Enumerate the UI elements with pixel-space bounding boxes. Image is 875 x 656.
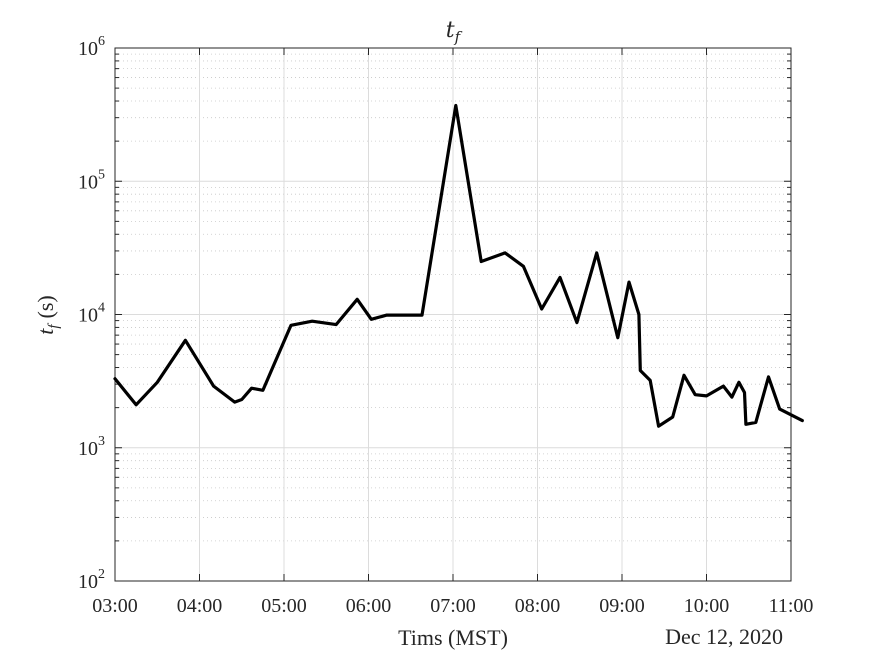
- y-tick-label: 102: [78, 567, 105, 593]
- y-tick-label: 104: [78, 301, 105, 327]
- x-tick-label: 10:00: [684, 595, 730, 617]
- y-axis-label-var: t: [33, 328, 58, 335]
- chart-title: tf: [446, 18, 463, 46]
- x-tick-label: 07:00: [430, 595, 476, 617]
- series-line-tf: [113, 103, 804, 428]
- chart-title-sub: f: [454, 28, 463, 46]
- ticks: [114, 47, 792, 582]
- chart-title-var: t: [446, 18, 455, 43]
- y-tick-label: 103: [78, 434, 105, 460]
- x-tick-label: 03:00: [92, 595, 138, 617]
- y-axis-label-sub: f: [46, 323, 62, 329]
- x-tick-label: 08:00: [515, 595, 561, 617]
- y-tick-label: 106: [78, 34, 105, 60]
- x-tick-label: 11:00: [769, 595, 814, 617]
- x-tick-label: 09:00: [599, 595, 645, 617]
- y-axis-label-unit: (s): [33, 295, 58, 318]
- x-tick-labels: 03:00 04:00 05:00 06:00 07:00 08:00 09:00 10:00…: [92, 595, 813, 617]
- y-tick-label: 105: [78, 167, 105, 193]
- x-axis-label: Tims (MST): [398, 625, 508, 650]
- y-axis-label: tf (s): [33, 295, 62, 335]
- x-tick-label: 05:00: [261, 595, 307, 617]
- x-tick-label: 06:00: [346, 595, 392, 617]
- date-label: Dec 12, 2020: [665, 624, 783, 649]
- x-tick-label: 04:00: [177, 595, 223, 617]
- y-tick-labels: 102 103 104 105 106: [78, 34, 105, 593]
